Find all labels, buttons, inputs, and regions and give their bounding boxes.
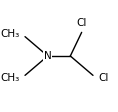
Text: CH₃: CH₃: [1, 72, 20, 83]
Text: Cl: Cl: [76, 17, 86, 28]
Text: CH₃: CH₃: [1, 29, 20, 40]
Text: N: N: [44, 51, 52, 61]
Text: Cl: Cl: [98, 72, 108, 83]
